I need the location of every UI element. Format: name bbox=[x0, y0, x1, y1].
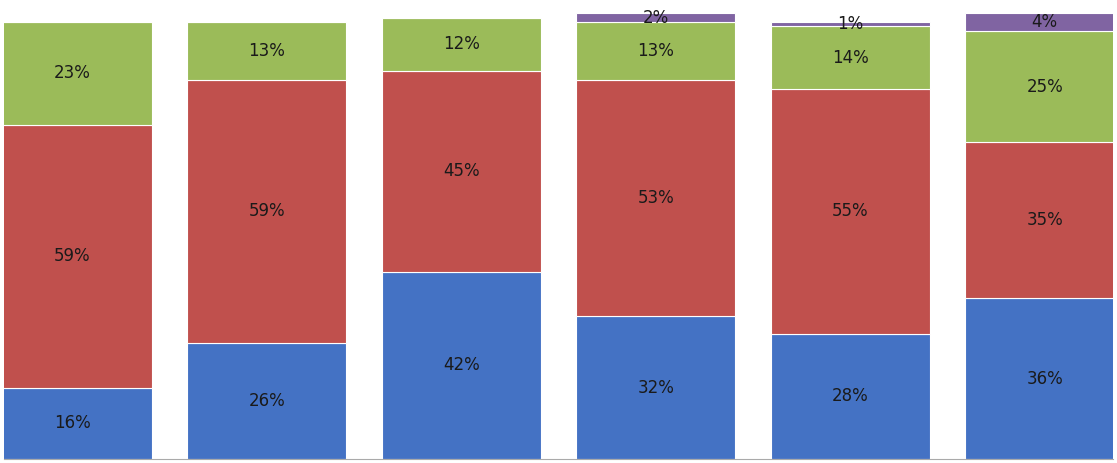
Bar bbox=[576, 316, 735, 459]
Bar bbox=[965, 13, 1117, 31]
Bar bbox=[771, 334, 930, 459]
Bar bbox=[576, 22, 735, 80]
Bar bbox=[0, 125, 152, 388]
Bar bbox=[382, 272, 541, 459]
Text: 14%: 14% bbox=[832, 49, 869, 67]
Text: 53%: 53% bbox=[638, 189, 675, 207]
Bar bbox=[187, 80, 346, 343]
Bar bbox=[576, 13, 735, 22]
Bar bbox=[965, 298, 1117, 459]
Text: 4%: 4% bbox=[1032, 13, 1058, 31]
Text: 59%: 59% bbox=[248, 202, 285, 220]
Bar bbox=[965, 31, 1117, 142]
Text: 55%: 55% bbox=[832, 202, 869, 220]
Bar bbox=[771, 89, 930, 334]
Text: 28%: 28% bbox=[832, 388, 869, 406]
Bar bbox=[771, 22, 930, 26]
Text: 23%: 23% bbox=[54, 64, 90, 82]
Text: 35%: 35% bbox=[1027, 211, 1063, 229]
Text: 26%: 26% bbox=[248, 392, 285, 410]
Bar bbox=[965, 142, 1117, 298]
Bar bbox=[187, 343, 346, 459]
Text: 1%: 1% bbox=[837, 15, 863, 33]
Text: 45%: 45% bbox=[443, 163, 479, 180]
Text: 16%: 16% bbox=[54, 414, 90, 432]
Text: 25%: 25% bbox=[1027, 78, 1063, 96]
Text: 2%: 2% bbox=[642, 8, 669, 26]
Bar bbox=[382, 71, 541, 272]
Bar bbox=[187, 22, 346, 80]
Text: 13%: 13% bbox=[248, 42, 285, 60]
Text: 13%: 13% bbox=[638, 42, 675, 60]
Bar bbox=[771, 26, 930, 89]
Text: 42%: 42% bbox=[442, 356, 479, 374]
Text: 12%: 12% bbox=[442, 35, 479, 53]
Bar bbox=[0, 388, 152, 459]
Bar bbox=[576, 80, 735, 316]
Text: 59%: 59% bbox=[54, 247, 90, 265]
Text: 36%: 36% bbox=[1027, 369, 1063, 388]
Bar bbox=[0, 22, 152, 125]
Bar bbox=[382, 18, 541, 71]
Text: 32%: 32% bbox=[638, 379, 675, 396]
